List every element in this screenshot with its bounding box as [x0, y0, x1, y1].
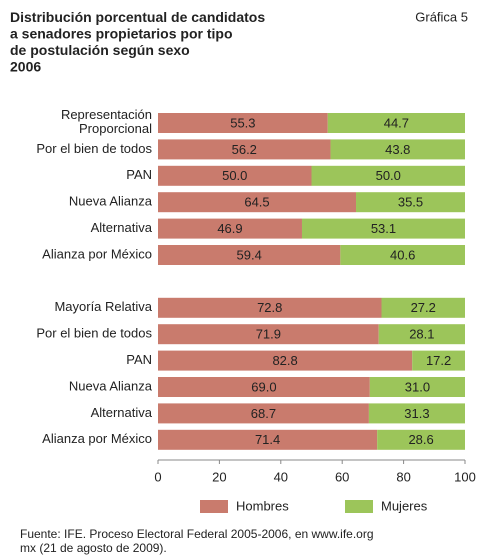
value-label: 68.7	[251, 406, 276, 421]
x-tick-label: 80	[396, 469, 410, 484]
bar-segment	[158, 350, 413, 371]
y-tick-label: PAN	[126, 352, 152, 367]
value-label: 43.8	[385, 142, 410, 157]
value-label: 55.3	[230, 115, 255, 130]
x-tick-label: 20	[212, 469, 226, 484]
value-label: 53.1	[371, 221, 396, 236]
bar-segment	[412, 350, 465, 371]
bar-segment	[158, 429, 378, 450]
value-label: 50.0	[376, 168, 401, 183]
value-label: 17.2	[426, 353, 451, 368]
bar-segment	[330, 139, 465, 160]
legend-label: Mujeres	[381, 498, 428, 513]
bar-segment	[158, 192, 357, 213]
bar-segment	[158, 403, 369, 424]
y-tick-label: PAN	[126, 167, 152, 182]
y-tick-label: Alternativa	[91, 220, 153, 235]
bar-segment	[368, 403, 465, 424]
bar-segment	[369, 377, 465, 397]
bar-segment	[340, 245, 465, 265]
bar-segment	[158, 113, 328, 133]
bar-segment	[158, 324, 379, 345]
y-tick-label: Por el bien de todos	[36, 141, 152, 156]
y-tick-label: Representación Proporcional	[61, 107, 152, 136]
x-tick-label: 100	[454, 469, 476, 484]
y-tick-label: Por el bien de todos	[36, 326, 152, 341]
x-tick-label: 60	[335, 469, 349, 484]
value-label: 82.8	[272, 353, 297, 368]
y-tick-label: Nueva Alianza	[69, 378, 153, 393]
y-tick-label: Alianza por México	[42, 246, 152, 261]
value-label: 27.2	[411, 300, 436, 315]
value-label: 46.9	[217, 221, 242, 236]
y-tick-label: Nueva Alianza	[69, 194, 153, 209]
x-tick-label: 40	[274, 469, 288, 484]
chart-title: Distribución porcentual de candidatos a s…	[10, 9, 265, 75]
value-label: 71.4	[255, 432, 280, 447]
value-label: 69.0	[251, 379, 276, 394]
value-label: 31.3	[404, 406, 429, 421]
bar-segment	[158, 139, 331, 160]
value-label: 31.0	[405, 379, 430, 394]
value-label: 35.5	[398, 195, 423, 210]
value-label: 59.4	[237, 247, 262, 262]
value-label: 72.8	[257, 300, 282, 315]
bar-segment	[381, 297, 465, 318]
value-label: 44.7	[384, 115, 409, 130]
bar-segment	[327, 113, 465, 133]
bar-segment	[158, 377, 370, 397]
y-tick-label: Alternativa	[91, 405, 153, 420]
legend-swatch	[200, 500, 228, 513]
bar-segment	[158, 245, 341, 265]
legend-swatch	[345, 500, 373, 513]
legend-label: Hombres	[236, 498, 289, 513]
bar-segment	[158, 165, 312, 186]
y-tick-label: Mayoría Relativa	[54, 299, 152, 314]
bar-segment	[301, 218, 465, 239]
value-label: 64.5	[244, 195, 269, 210]
bar-segment	[356, 192, 465, 213]
x-tick-label: 0	[154, 469, 161, 484]
value-label: 40.6	[390, 247, 415, 262]
value-label: 71.9	[256, 327, 281, 342]
y-tick-label: Alianza por México	[42, 431, 152, 446]
source: Fuente: IFE. Proceso Electoral Federal 2…	[20, 527, 374, 555]
bar-segment	[158, 218, 302, 239]
value-label: 56.2	[232, 142, 257, 157]
annotation: Gráfica 5	[415, 9, 468, 24]
value-label: 28.6	[408, 432, 433, 447]
value-label: 28.1	[409, 327, 434, 342]
value-label: 50.0	[222, 168, 247, 183]
bar-segment	[158, 297, 382, 318]
bar-segment	[311, 165, 465, 186]
bar-segment	[378, 324, 465, 345]
bar-segment	[377, 429, 465, 450]
